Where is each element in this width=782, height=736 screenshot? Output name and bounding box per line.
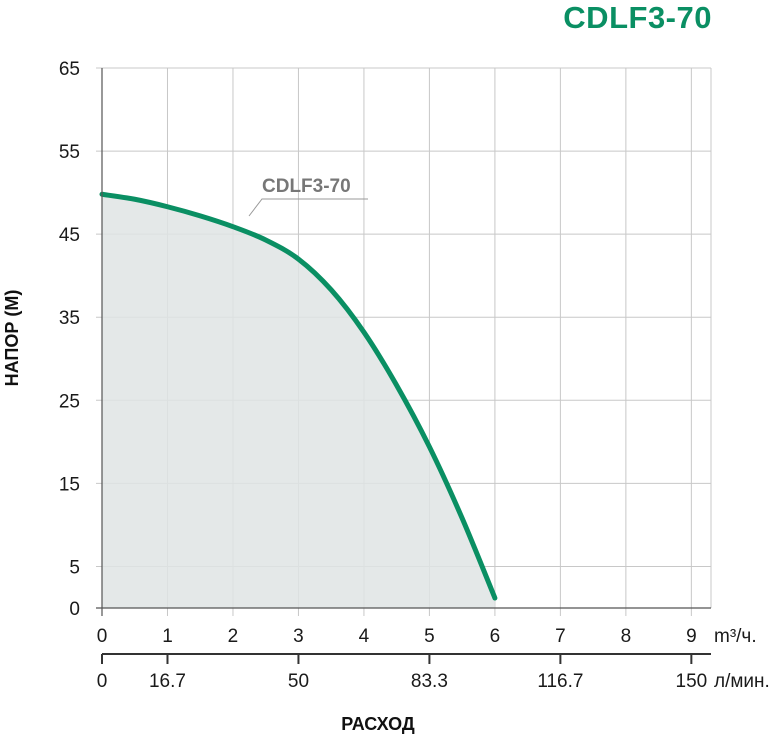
- x-tick-label: 6: [490, 626, 501, 647]
- x-tick-label: 8: [621, 626, 632, 647]
- secondary-x-tick-label: 16.7: [149, 671, 186, 692]
- x-axis-title: РАСХОД: [341, 714, 415, 734]
- x-tick-label: 5: [424, 626, 435, 647]
- secondary-x-tick-label: 0: [97, 671, 108, 692]
- series-line: [99, 191, 498, 601]
- curve-area: [99, 191, 498, 608]
- x-tick-label: 3: [293, 626, 304, 647]
- axes: [96, 68, 711, 664]
- x-tick-label: 1: [162, 626, 173, 647]
- x-tick-label: 0: [97, 626, 108, 647]
- x-tick-label: 4: [359, 626, 370, 647]
- y-tick-label: 55: [59, 142, 80, 163]
- chart-title: CDLF3-70: [563, 0, 712, 35]
- x-tick-label: 9: [686, 626, 697, 647]
- x-tick-label: 2: [228, 626, 239, 647]
- x-unit-primary: m³/ч.: [714, 626, 757, 647]
- y-tick-label: 25: [59, 391, 80, 412]
- x-tick-label: 7: [555, 626, 566, 647]
- series-leader-line: [248, 198, 368, 217]
- secondary-x-tick-label: 50: [288, 671, 309, 692]
- y-tick-label: 65: [59, 59, 80, 80]
- y-tick-label: 15: [59, 474, 80, 495]
- secondary-x-tick-label: 83.3: [411, 671, 448, 692]
- y-tick-label: 35: [59, 308, 80, 329]
- x-unit-secondary: л/мин.: [714, 671, 770, 692]
- series-label: CDLF3-70: [262, 176, 351, 197]
- y-tick-label: 0: [69, 599, 80, 620]
- secondary-x-tick-label: 150: [676, 671, 708, 692]
- y-tick-label: 5: [69, 557, 80, 578]
- secondary-x-tick-label: 116.7: [537, 671, 583, 692]
- area-fill: [102, 194, 495, 608]
- y-axis-title: НАПОР (М): [2, 290, 22, 387]
- y-tick-label: 45: [59, 225, 80, 246]
